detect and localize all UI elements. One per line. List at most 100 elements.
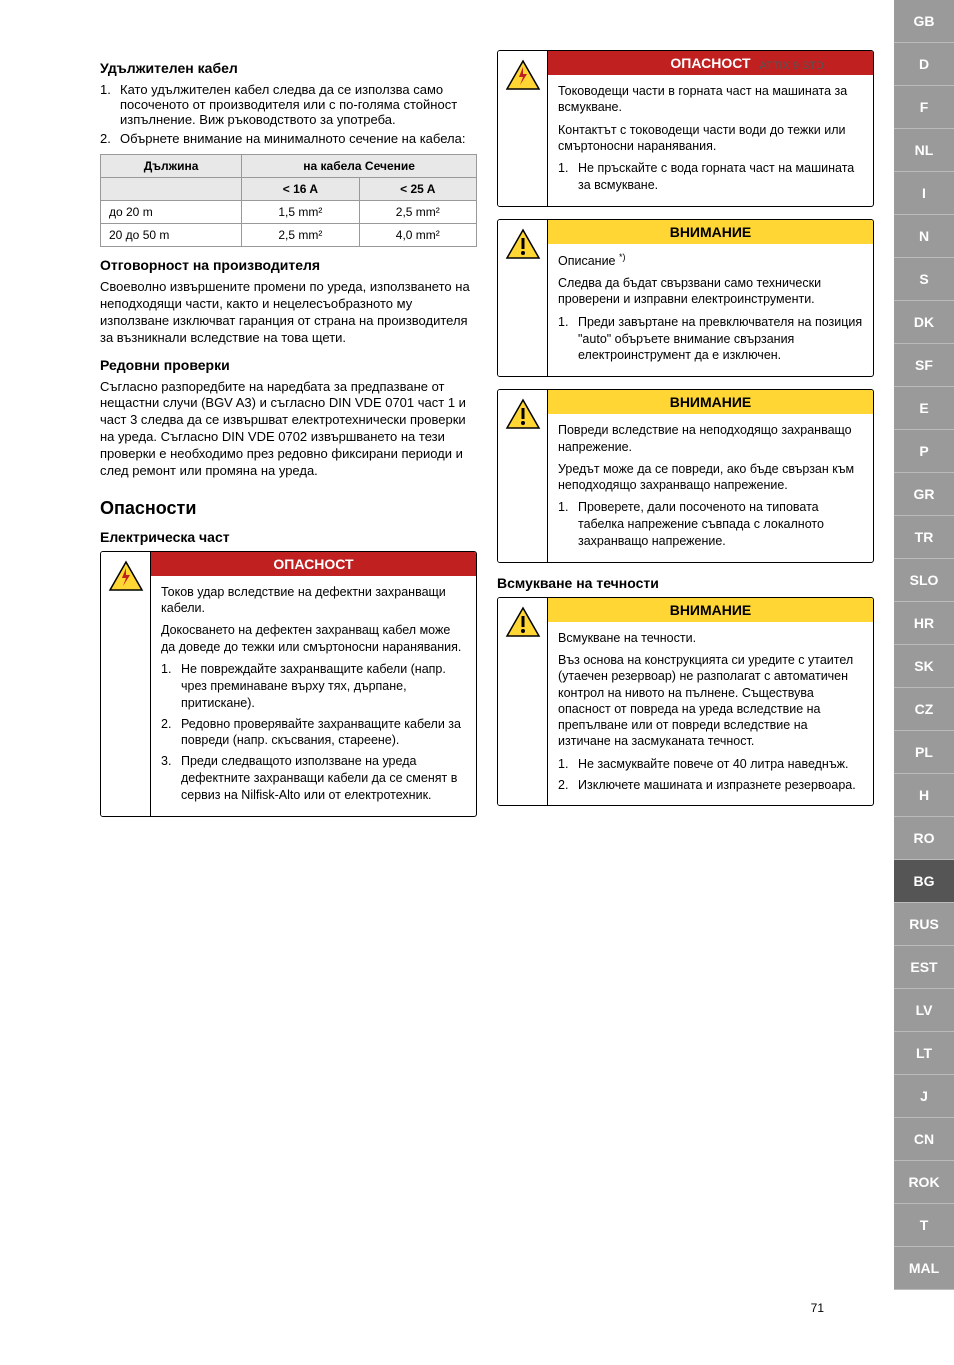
exclamation-icon [498,220,548,377]
heading-responsibility: Отговорност на производителя [100,257,477,273]
list-num: 2. [161,716,181,750]
language-tab-i[interactable]: I [894,172,954,215]
table-header [101,178,242,201]
language-tab-p[interactable]: P [894,430,954,473]
exclamation-icon [498,390,548,562]
language-tab-gr[interactable]: GR [894,473,954,516]
table-row: до 20 m 1,5 mm² 2,5 mm² [101,201,477,224]
table-row: 20 до 50 m 2,5 mm² 4,0 mm² [101,224,477,247]
list-num: 3. [161,753,181,804]
warning-box-caution: ВНИМАНИЕ Повреди вследствие на неподходя… [497,389,874,563]
cable-table: Дължина на кабела Сечение < 16 A < 25 A … [100,154,477,247]
language-tab-e[interactable]: E [894,387,954,430]
warning-box-danger: ОПАСНОСТ Токов удар вследствие на дефект… [100,551,477,817]
lightning-icon [101,552,151,816]
warning-title: ВНИМАНИЕ [548,598,873,622]
warning-text: Уредът може да се повреди, ако бъде свър… [558,461,863,494]
language-tab-cn[interactable]: CN [894,1118,954,1161]
paragraph: Съгласно разпоредбите на наредбата за пр… [100,379,477,480]
language-tab-mal[interactable]: MAL [894,1247,954,1290]
list-num: 2. [558,777,578,794]
list-text: Не засмуквайте повече от 40 литра наведн… [578,756,863,773]
language-tab-s[interactable]: S [894,258,954,301]
language-tab-pl[interactable]: PL [894,731,954,774]
warning-box-danger: ОПАСНОСТ Тоководещи части в горната част… [497,50,874,207]
language-tab-lv[interactable]: LV [894,989,954,1032]
heading-electrical: Електрическа част [100,529,477,545]
list-num: 1. [558,756,578,773]
language-tab-cz[interactable]: CZ [894,688,954,731]
table-header: на кабела Сечение [242,155,477,178]
list-text: Като удължителен кабел следва да се изпо… [120,82,477,127]
language-tab-tr[interactable]: TR [894,516,954,559]
language-tab-f[interactable]: F [894,86,954,129]
table-cell: 2,5 mm² [242,224,359,247]
table-cell: 1,5 mm² [242,201,359,224]
warning-title: ВНИМАНИЕ [548,390,873,414]
language-sidebar: GBDFNLINSDKSFEPGRTRSLOHRSKCZPLHROBGRUSES… [894,0,954,1365]
right-column: ОПАСНОСТ Тоководещи части в горната част… [497,50,874,1315]
language-tab-rus[interactable]: RUS [894,903,954,946]
list-num: 1. [100,82,120,127]
language-tab-slo[interactable]: SLO [894,559,954,602]
warning-text: Тоководещи части в горната част на машин… [558,83,863,116]
table-cell: 20 до 50 m [101,224,242,247]
list-text: Проверете, дали посоченото на типовата т… [578,499,863,550]
paragraph: Своеволно извършените промени по уреда, … [100,279,477,347]
warning-title: ОПАСНОСТ [548,51,873,75]
warning-text: Описание *) [558,252,863,269]
warning-text: Следва да бъдат свързвани само техническ… [558,275,863,308]
heading-dangers: Опасности [100,498,477,519]
warning-text: Въз основа на конструкцията си уредите с… [558,652,863,750]
list-text: Не пръскайте с вода горната част на маши… [578,160,863,194]
language-tab-t[interactable]: T [894,1204,954,1247]
language-tab-d[interactable]: D [894,43,954,86]
language-tab-hr[interactable]: HR [894,602,954,645]
page-number: 71 [811,1301,824,1315]
exclamation-icon [498,598,548,806]
left-column: Удължителен кабел 1. Като удължителен ка… [100,50,477,1315]
list-num: 1. [558,499,578,550]
language-tab-rok[interactable]: ROK [894,1161,954,1204]
warning-box-caution: ВНИМАНИЕ Всмукване на течности. Въз осно… [497,597,874,807]
language-tab-dk[interactable]: DK [894,301,954,344]
language-tab-lt[interactable]: LT [894,1032,954,1075]
warning-box-caution: ВНИМАНИЕ Описание *) Следва да бъдат свъ… [497,219,874,378]
table-cell: 4,0 mm² [359,224,476,247]
list-item: 1. Като удължителен кабел следва да се и… [100,82,477,127]
warning-title: ВНИМАНИЕ [548,220,873,244]
list-text: Изключете машината и изпразнете резервоа… [578,777,863,794]
language-tab-n[interactable]: N [894,215,954,258]
list-num: 2. [100,131,120,146]
warning-text: Докосването на дефектен захранващ кабел … [161,622,466,655]
list-text: Редовно проверявайте захранващите кабели… [181,716,466,750]
heading-ext-cable: Удължителен кабел [100,60,477,76]
page: Удължителен кабел 1. Като удължителен ка… [0,0,954,1365]
list-num: 1. [558,314,578,365]
table-header: Дължина [101,155,242,178]
warning-text: Повреди вследствие на неподходящо захран… [558,422,863,455]
heading-checks: Редовни проверки [100,357,477,373]
heading-liquids: Всмукване на течности [497,575,874,591]
doc-header: ATTIX 9 STD [759,60,824,72]
language-tab-sf[interactable]: SF [894,344,954,387]
language-tab-sk[interactable]: SK [894,645,954,688]
content-area: Удължителен кабел 1. Като удължителен ка… [0,0,894,1365]
warning-title: ОПАСНОСТ [151,552,476,576]
language-tab-j[interactable]: J [894,1075,954,1118]
table-header: < 25 A [359,178,476,201]
language-tab-nl[interactable]: NL [894,129,954,172]
language-tab-h[interactable]: H [894,774,954,817]
table-header: < 16 A [242,178,359,201]
language-tab-bg[interactable]: BG [894,860,954,903]
list-text: Преди следващото използване на уреда деф… [181,753,466,804]
language-tab-gb[interactable]: GB [894,0,954,43]
list-item: 2. Обърнете внимание на минималното сече… [100,131,477,146]
list-num: 1. [161,661,181,712]
lightning-icon [498,51,548,206]
table-cell: 2,5 mm² [359,201,476,224]
language-tab-ro[interactable]: RO [894,817,954,860]
warning-text: Контактът с тоководещи части води до теж… [558,122,863,155]
language-tab-est[interactable]: EST [894,946,954,989]
list-text: Не повреждайте захранващите кабели (напр… [181,661,466,712]
